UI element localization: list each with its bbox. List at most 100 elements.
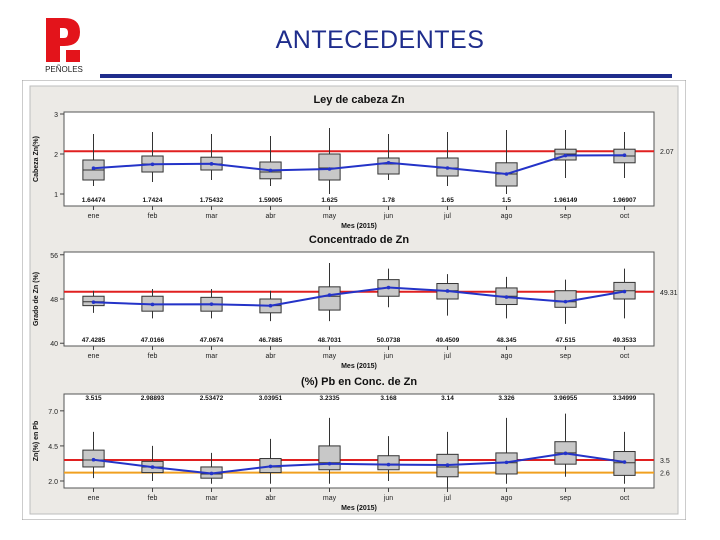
mean-point xyxy=(91,300,96,304)
x-tick-label: ene xyxy=(88,213,100,220)
mean-point xyxy=(563,299,568,304)
slide-title: ANTECEDENTES xyxy=(275,26,485,54)
mean-point xyxy=(504,460,509,465)
mean-value-label: 47.515 xyxy=(556,337,576,344)
mean-point xyxy=(386,462,391,467)
y-tick-label: 7.0 xyxy=(48,409,58,416)
mean-value-label: 1.96907 xyxy=(613,197,637,204)
mean-point xyxy=(209,302,214,306)
mean-value-label: 1.96149 xyxy=(554,197,578,204)
mean-point xyxy=(150,465,155,469)
mean-point xyxy=(445,166,450,170)
x-tick-label: feb xyxy=(148,495,158,502)
penoles-logo-text: PEÑOLES xyxy=(45,65,83,74)
reference-line-label: 2.6 xyxy=(660,471,670,478)
x-axis-label: Mes (2015) xyxy=(341,223,377,230)
chart-2: Concentrado de Zn 40 48 56 Grado de Zn (%) 49… xyxy=(33,234,678,370)
mean-value-label: 1.7424 xyxy=(143,197,163,204)
y-tick-label: 4.5 xyxy=(48,444,58,451)
mean-point xyxy=(504,172,509,176)
reference-line-label: 49.31 xyxy=(660,290,678,297)
charts-group: Ley de cabeza Zn 1 2 3 Cabeza Zn(%) 2.07 1.644… xyxy=(33,94,678,512)
x-tick-label: sep xyxy=(560,213,571,220)
x-tick-label: may xyxy=(323,495,337,502)
x-tick-label: jul xyxy=(443,213,451,220)
mean-point xyxy=(563,451,568,456)
mean-point xyxy=(268,303,273,308)
mean-value-label: 3.168 xyxy=(380,395,397,402)
x-tick-label: feb xyxy=(148,213,158,220)
box xyxy=(318,286,341,311)
x-tick-label: mar xyxy=(205,495,218,502)
mean-value-label: 3.515 xyxy=(85,395,102,402)
box xyxy=(318,153,341,181)
box xyxy=(377,157,400,175)
mean-point xyxy=(327,167,332,171)
y-axis-label: Zn(%) en Pb xyxy=(33,421,40,461)
mean-point xyxy=(91,457,96,462)
x-tick-label: jul xyxy=(443,495,451,502)
chart-3: (%) Pb en Conc. de Zn 2.0 4.5 7.0 Zn(%) en P… xyxy=(33,376,670,512)
mean-point xyxy=(327,461,332,466)
x-axis-label: Mes (2015) xyxy=(341,505,377,512)
mean-value-label: 1.75432 xyxy=(200,197,224,204)
mean-point xyxy=(268,168,273,173)
mean-line xyxy=(93,452,625,475)
x-tick-label: oct xyxy=(620,213,629,220)
title-underline xyxy=(100,74,672,78)
mean-value-label: 46.7885 xyxy=(259,337,283,344)
y-tick-label: 3 xyxy=(54,112,58,119)
mean-line xyxy=(93,154,625,176)
x-tick-label: may xyxy=(323,213,337,220)
y-tick-label: 1 xyxy=(54,192,58,199)
y-tick-label: 40 xyxy=(50,341,58,348)
chart-title: Concentrado de Zn xyxy=(309,234,410,246)
mean-value-label: 50.0738 xyxy=(377,337,401,344)
x-tick-label: abr xyxy=(265,213,276,220)
y-tick-label: 2 xyxy=(54,152,58,159)
mean-point xyxy=(445,463,450,467)
mean-value-label: 1.78 xyxy=(382,197,395,204)
mean-point xyxy=(504,295,509,299)
mean-value-label: 1.64474 xyxy=(82,197,106,204)
x-tick-label: ago xyxy=(501,213,513,220)
y-axis-label: Grado de Zn (%) xyxy=(33,272,40,326)
mean-value-label: 3.34999 xyxy=(613,395,637,402)
mean-point xyxy=(150,302,155,307)
mean-point xyxy=(386,285,391,290)
mean-point xyxy=(150,162,155,167)
x-tick-label: may xyxy=(323,353,337,360)
mean-value-label: 47.0166 xyxy=(141,337,165,344)
chart-title: Ley de cabeza Zn xyxy=(313,94,404,106)
mean-value-label: 47.4285 xyxy=(82,337,106,344)
penoles-logo: PEÑOLES xyxy=(45,18,83,74)
mean-line xyxy=(93,286,625,307)
x-tick-label: jun xyxy=(383,495,393,502)
mean-value-label: 1.625 xyxy=(321,197,338,204)
mean-value-label: 3.03951 xyxy=(259,395,283,402)
chart-1: Ley de cabeza Zn 1 2 3 Cabeza Zn(%) 2.07 1.644… xyxy=(33,94,674,230)
mean-point xyxy=(563,153,568,158)
mean-point xyxy=(445,289,450,293)
reference-line-label: 2.07 xyxy=(660,149,674,156)
mean-value-label: 48.345 xyxy=(497,337,517,344)
x-tick-label: ago xyxy=(501,495,513,502)
mean-point xyxy=(622,460,627,464)
x-tick-label: sep xyxy=(560,353,571,360)
mean-value-label: 1.65 xyxy=(441,197,454,204)
mean-value-label: 49.4509 xyxy=(436,337,460,344)
x-tick-label: mar xyxy=(205,213,218,220)
mean-value-label: 3.14 xyxy=(441,395,454,402)
y-tick-label: 56 xyxy=(50,253,58,260)
x-tick-label: ago xyxy=(501,353,513,360)
x-tick-label: mar xyxy=(205,353,218,360)
box xyxy=(377,455,400,471)
x-tick-label: jun xyxy=(383,213,393,220)
mean-value-label: 3.2335 xyxy=(320,395,340,402)
chart-panel: Ley de cabeza Zn 1 2 3 Cabeza Zn(%) 2.07 1.644… xyxy=(22,80,686,520)
x-axis-label: Mes (2015) xyxy=(341,363,377,370)
mean-value-label: 3.326 xyxy=(498,395,515,402)
mean-value-label: 1.59005 xyxy=(259,197,283,204)
mean-point xyxy=(327,293,332,297)
mean-point xyxy=(622,153,627,158)
